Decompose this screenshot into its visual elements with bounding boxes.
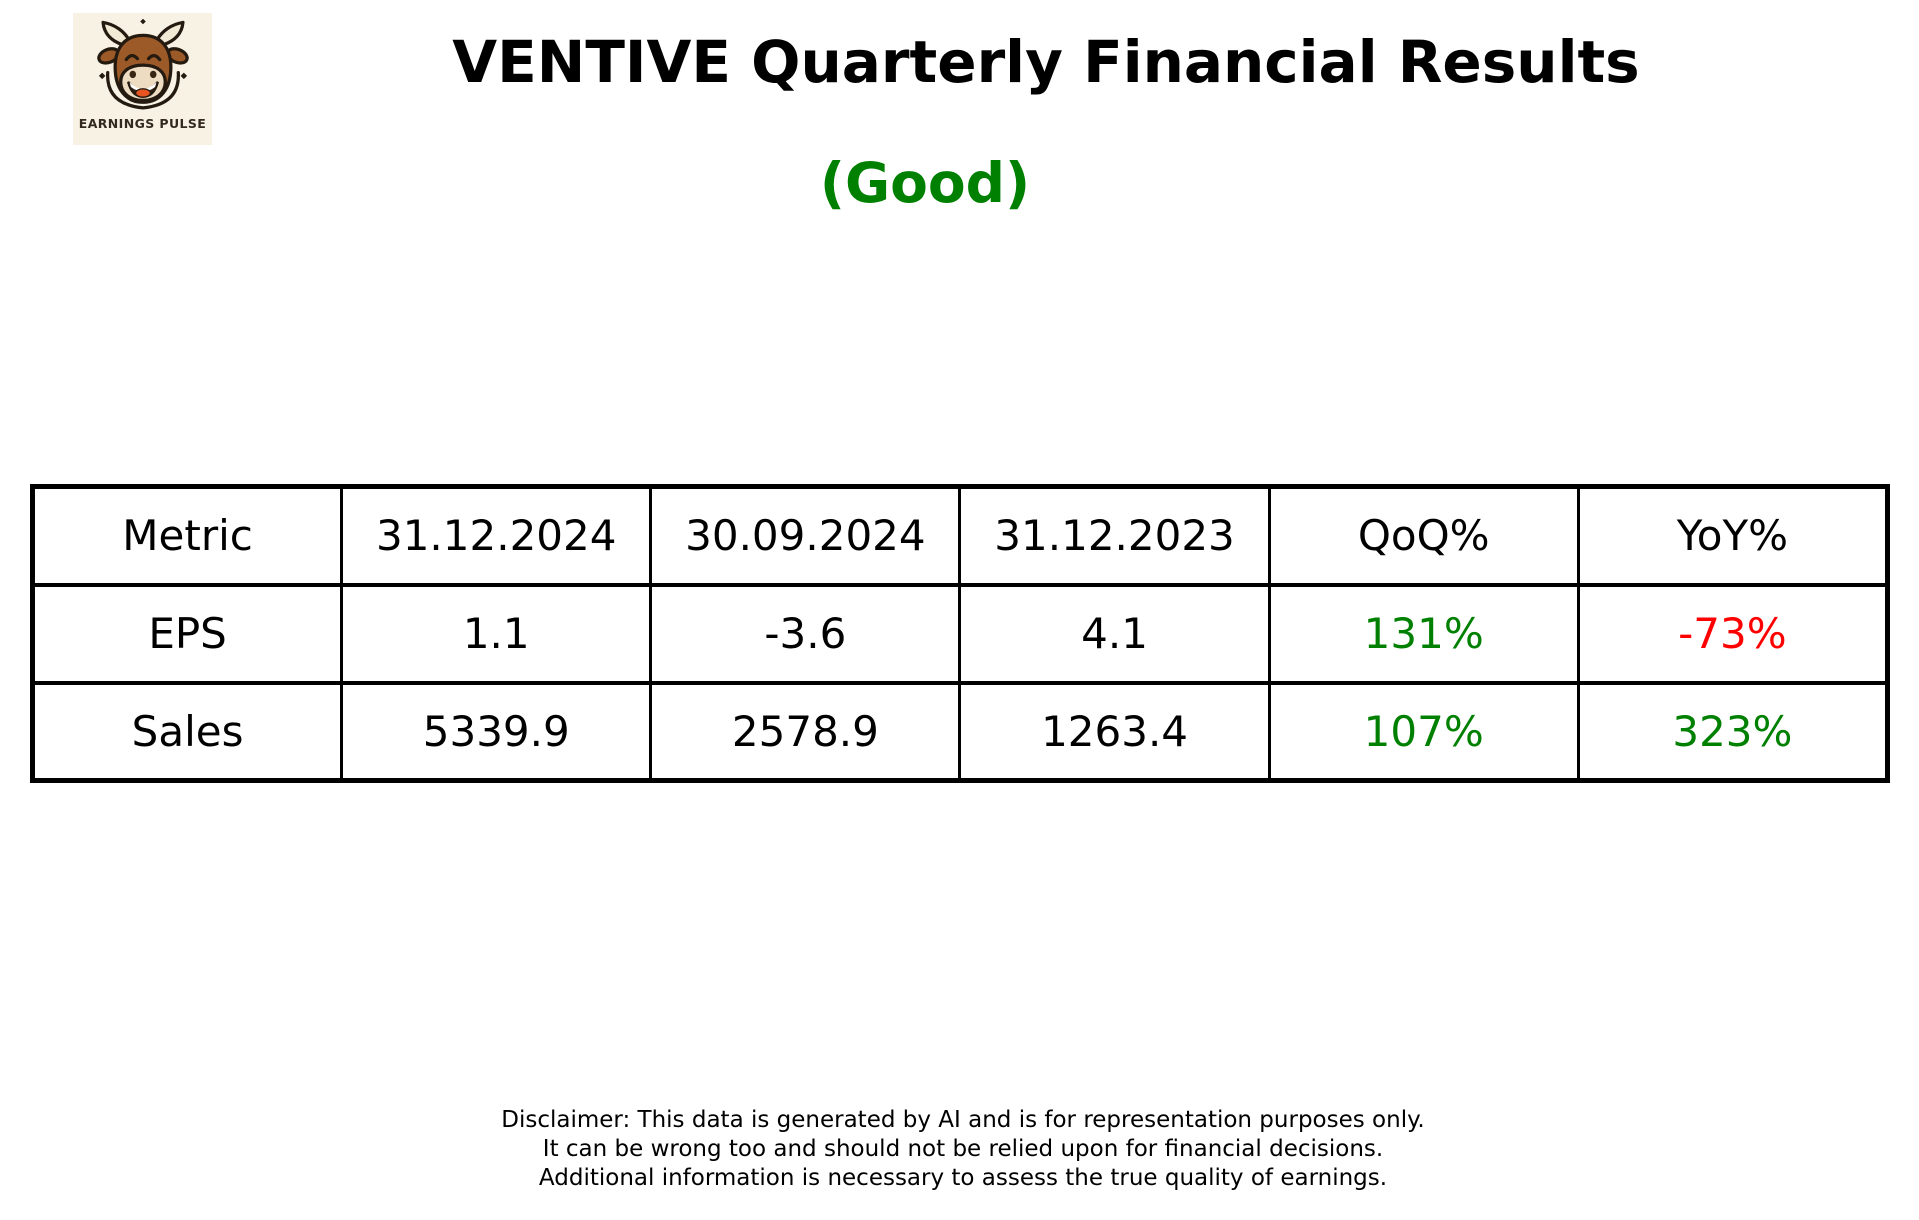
cell-eps-yoy: -73% <box>1576 582 1890 685</box>
disclaimer-line-1: Disclaimer: This data is generated by AI… <box>501 1107 1425 1133</box>
disclaimer-line-3: Additional information is necessary to a… <box>538 1165 1388 1191</box>
cell-eps-previous: -3.6 <box>649 582 962 685</box>
cell-sales-yearago: 1263.4 <box>958 680 1271 783</box>
cell-eps-yearago: 4.1 <box>958 582 1271 685</box>
header-cell-metric: Metric <box>30 484 344 587</box>
cell-eps-qoq: 131% <box>1267 582 1580 685</box>
table-header-row: Metric 31.12.2024 30.09.2024 31.12.2023 … <box>30 484 1890 587</box>
brand-name: EARNINGS PULSE <box>78 116 207 131</box>
cell-sales-metric: Sales <box>30 680 344 783</box>
verdict-label: (Good) <box>819 151 1031 215</box>
header-cell-yoy: YoY% <box>1576 484 1890 587</box>
cell-eps-current: 1.1 <box>340 582 653 685</box>
header-cell-q-yearago: 31.12.2023 <box>958 484 1271 587</box>
header-cell-qoq: QoQ% <box>1267 484 1580 587</box>
cell-sales-previous: 2578.9 <box>649 680 962 783</box>
header-cell-q-previous: 30.09.2024 <box>649 484 962 587</box>
disclaimer-line-2: It can be wrong too and should not be re… <box>542 1136 1384 1162</box>
table-row-sales: Sales 5339.9 2578.9 1263.4 107% 323% <box>30 680 1890 783</box>
header-cell-q-current: 31.12.2024 <box>340 484 653 587</box>
table-row-eps: EPS 1.1 -3.6 4.1 131% -73% <box>30 582 1890 685</box>
financial-results-table: Metric 31.12.2024 30.09.2024 31.12.2023 … <box>30 484 1890 783</box>
page-title: VENTIVE Quarterly Financial Results <box>452 28 1640 96</box>
cell-eps-metric: EPS <box>30 582 344 685</box>
disclaimer: Disclaimer: This data is generated by AI… <box>501 1106 1424 1193</box>
earnings-pulse-logo: EARNINGS PULSE <box>73 13 212 145</box>
cell-sales-qoq: 107% <box>1267 680 1580 783</box>
bull-icon <box>96 18 189 110</box>
cell-sales-current: 5339.9 <box>340 680 653 783</box>
cell-sales-yoy: 323% <box>1576 680 1890 783</box>
